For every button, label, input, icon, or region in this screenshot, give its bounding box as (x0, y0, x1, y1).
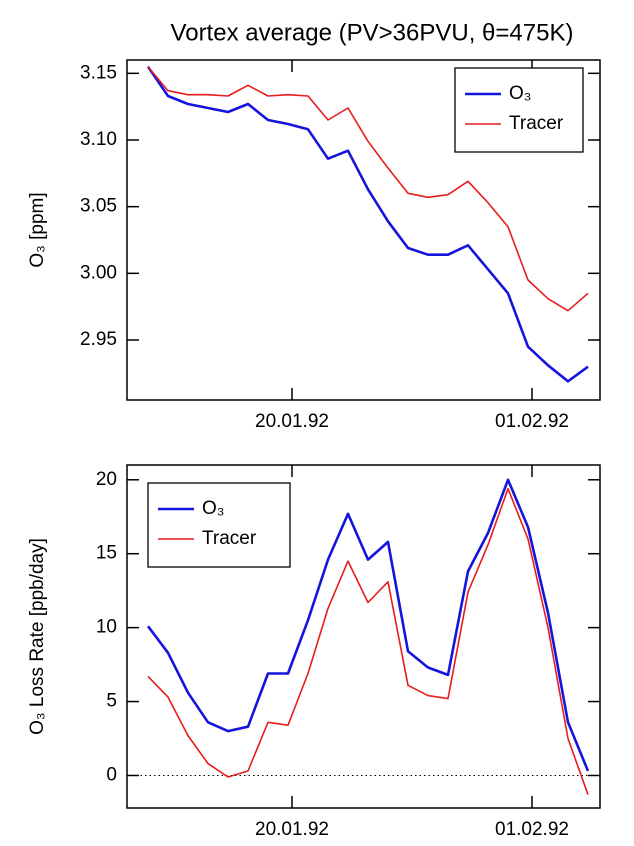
legend-label: O₃ (202, 498, 225, 519)
y-tick-label: 5 (106, 691, 117, 712)
series-line (147, 66, 589, 312)
y-tick-label: 2.95 (80, 329, 117, 350)
series-line (147, 487, 589, 795)
y-axis-label: O₃ Loss Rate [ppb/day] (27, 538, 48, 735)
y-tick-label: 10 (96, 617, 117, 638)
plot-frame (126, 59, 601, 401)
y-axis-label: O₃ [ppm] (27, 192, 48, 267)
legend-box (147, 482, 291, 568)
x-tick-label: 01.02.92 (495, 411, 569, 432)
legend-label: Tracer (202, 528, 257, 549)
x-tick-label: 01.02.92 (495, 819, 569, 840)
y-tick-label: 3.15 (80, 62, 117, 83)
chart-title: Vortex average (PV>36PVU, θ=475K) (171, 19, 574, 46)
y-tick-label: 20 (96, 469, 117, 490)
series-line (146, 478, 590, 772)
y-tick-label: 3.00 (80, 262, 117, 283)
y-tick-label: 0 (106, 764, 117, 785)
legend-label: O₃ (509, 83, 532, 104)
y-tick-label: 3.10 (80, 129, 117, 150)
legend-label: Tracer (509, 113, 564, 134)
x-tick-label: 20.01.92 (255, 411, 329, 432)
y-tick-label: 15 (96, 543, 117, 564)
series-line (146, 65, 589, 383)
plot-frame (126, 464, 601, 809)
y-tick-label: 3.05 (80, 196, 117, 217)
legend-box (454, 67, 584, 153)
x-tick-label: 20.01.92 (255, 819, 329, 840)
